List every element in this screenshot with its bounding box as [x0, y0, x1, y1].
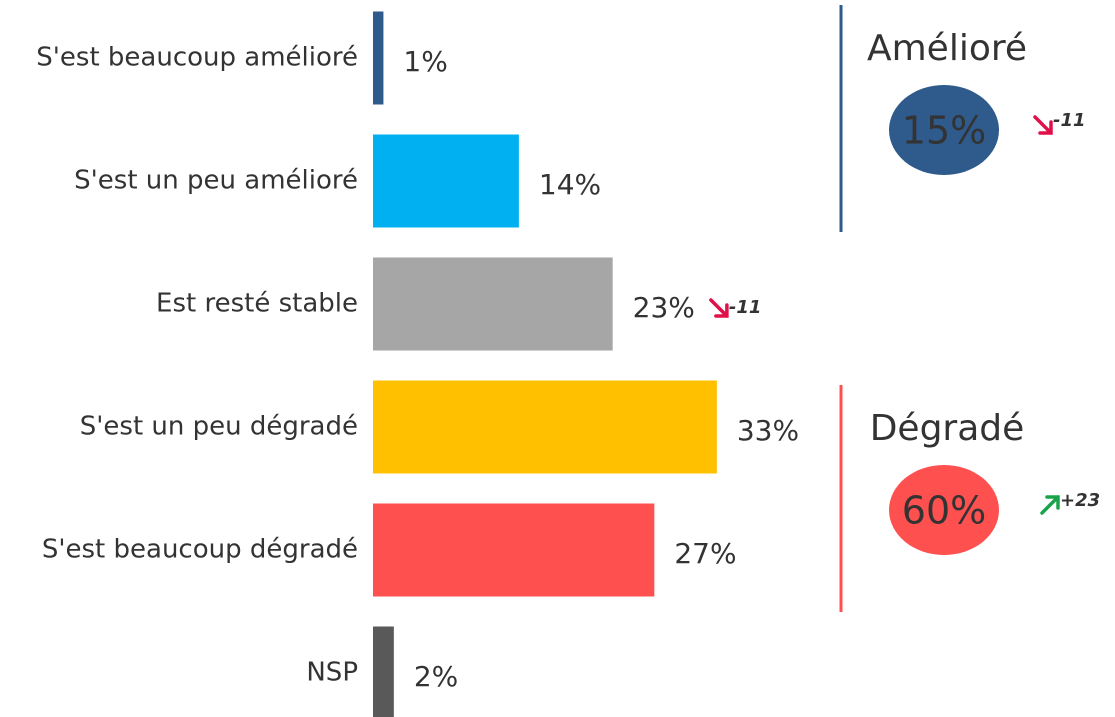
category-label: NSP	[306, 658, 358, 688]
delta-arrow	[1040, 495, 1060, 515]
group-bubble	[889, 465, 999, 555]
delta-arrow	[709, 298, 729, 318]
value-label: 1%	[403, 45, 447, 78]
category-label: S'est un peu dégradé	[80, 412, 358, 442]
category-label: S'est beaucoup amélioré	[36, 43, 358, 73]
delta-arrow	[1033, 115, 1053, 135]
group-title: Amélioré	[867, 28, 1027, 69]
category-label: S'est un peu amélioré	[74, 166, 358, 196]
delta-label: -11	[729, 297, 762, 318]
bar	[373, 380, 717, 474]
bar	[373, 257, 613, 351]
bar	[373, 11, 384, 105]
group-value: 15%	[902, 109, 986, 153]
bar	[373, 626, 394, 717]
value-label: 23%	[633, 291, 695, 324]
category-label: Est resté stable	[156, 289, 358, 319]
category-label: S'est beaucoup dégradé	[42, 535, 358, 565]
group-delta: +23	[1060, 490, 1100, 511]
value-label: 2%	[414, 660, 458, 693]
value-label: 14%	[539, 168, 601, 201]
group-value: 60%	[902, 489, 986, 533]
group-bubble	[889, 85, 999, 175]
group-title: Dégradé	[870, 408, 1025, 449]
group-delta: -11	[1053, 110, 1086, 131]
bar	[373, 134, 519, 228]
value-label: 27%	[674, 537, 736, 570]
value-label: 33%	[737, 414, 799, 447]
bar	[373, 503, 655, 597]
